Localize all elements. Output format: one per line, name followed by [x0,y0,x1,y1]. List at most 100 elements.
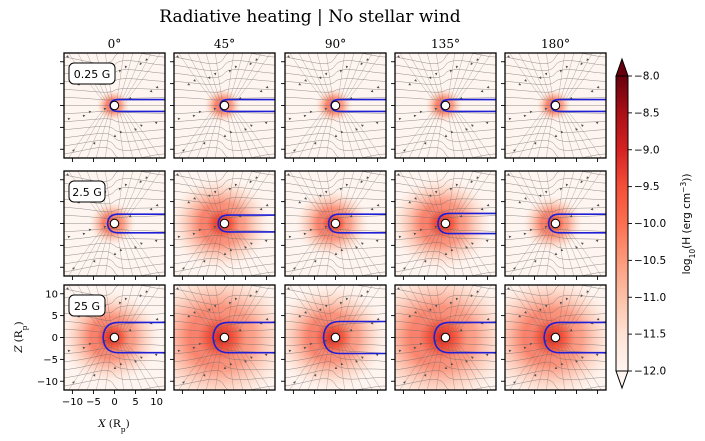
stream-arrow [408,314,412,318]
stream-arrow [569,96,573,100]
tail-line [212,321,275,354]
streamline [395,251,496,260]
panel-ticks [170,293,268,394]
panel-r1-c4 [501,170,607,280]
streamline [64,171,165,182]
streamline [339,110,355,158]
streamline [505,228,606,232]
streamline [505,234,606,240]
streamline [226,342,234,390]
stream-arrow [82,114,86,118]
streamline [86,110,108,158]
streamline [326,285,334,333]
panel-ticks [281,293,379,394]
stream-arrow [339,69,343,73]
streamline [436,285,444,333]
streamline [449,285,465,333]
column-title-1: 45° [214,37,235,51]
colorbar-tick-label: −10.5 [634,255,666,267]
stream-arrow [575,128,578,131]
streamlines [395,285,496,390]
stream-arrow [476,176,480,180]
stream-arrow [523,346,527,350]
streamline [187,285,216,333]
streamline [285,285,386,297]
stream-arrow [118,187,122,191]
streamline [417,110,439,158]
streamline [505,215,606,219]
stream-arrow [366,290,370,294]
stream-arrow [434,72,438,76]
stream-arrow [434,107,438,111]
planet-marker [550,100,561,111]
stream-arrow [375,353,379,357]
streamline [395,265,496,276]
stream-arrow [334,366,338,370]
stream-arrow [113,366,117,370]
stream-arrow [533,259,537,263]
colorbar-tick-label: −8.0 [634,71,660,83]
tail-line [102,321,165,354]
stream-arrow [508,349,512,353]
stream-arrow [259,89,263,93]
stream-arrow [590,207,594,211]
colorbar-tick-label: −11.5 [634,329,666,341]
streamline [426,110,442,158]
streamline [395,69,496,78]
streamline [566,110,602,158]
streamline [285,265,386,276]
streamline [174,197,275,204]
streamline [285,361,386,371]
stream-arrow [72,267,75,270]
panel-ticks [170,179,268,280]
stream-arrow [413,114,417,118]
stream-arrow [544,190,548,194]
stream-arrow [560,130,564,134]
y-tick-label: 5 [52,311,58,322]
streamline [174,313,275,321]
streamline [559,342,575,390]
stream-arrow [303,232,307,236]
streamline [447,171,455,219]
streamline [562,171,584,219]
colorbar-tick-label: −9.0 [634,144,660,156]
streamline [64,361,165,371]
streamline [346,171,382,219]
streamlines [285,285,386,390]
x-tick-label: 5 [132,397,138,408]
stream-arrow [265,203,269,207]
streamline [215,171,223,219]
streamline [395,234,496,240]
stream-arrow [403,149,406,152]
stream-arrow [139,180,143,184]
streamline [505,329,606,334]
tail-line [106,213,165,234]
tail-line [437,212,496,235]
stream-arrow [339,187,343,191]
stream-arrow [449,69,453,73]
streamline [527,171,549,219]
stream-arrow [397,287,400,290]
streamline [205,110,221,158]
streamline [559,285,575,333]
stream-arrow [580,356,584,360]
stream-arrow [124,65,128,69]
stream-arrow [455,65,459,69]
streamline [346,110,382,158]
stream-arrow [434,225,438,229]
streamline [215,342,223,390]
stream-arrow [523,232,527,236]
streamline [399,228,435,276]
colorbar-tick-label: −10.0 [634,218,666,230]
stream-arrows [507,55,600,152]
streamline [417,53,439,101]
streamline [116,228,124,276]
stream-arrow [413,346,417,350]
streamline [64,354,165,362]
stream-arrow [298,314,302,318]
stream-arrow [470,62,474,66]
stream-arrow [423,373,427,377]
stream-arrow [255,58,259,62]
streamline [64,379,165,390]
stream-arrow [182,149,185,152]
